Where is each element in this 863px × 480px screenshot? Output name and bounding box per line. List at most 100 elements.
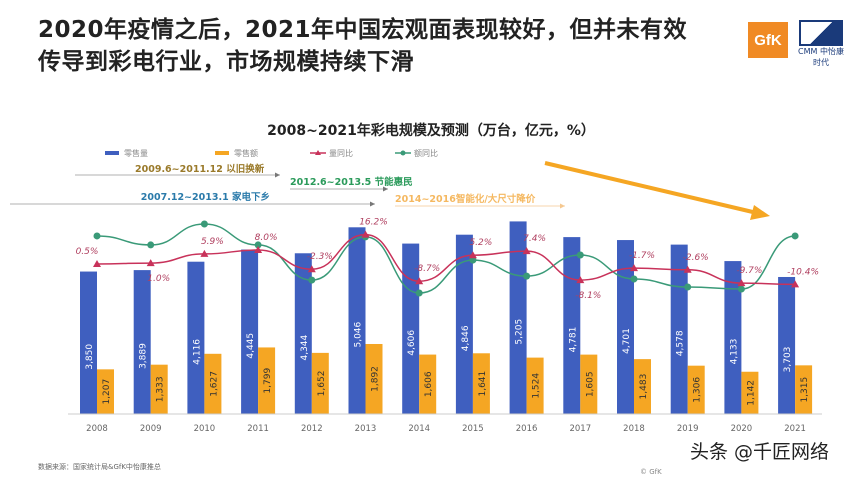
bar-value (687, 365, 705, 414)
slide-title-line1: 2020年疫情之后，2021年中国宏观面表现较好，但并未有效 (38, 17, 688, 43)
bar-volume (348, 227, 366, 414)
bar-value (258, 347, 276, 414)
point-volume-yoy (361, 230, 370, 238)
bar-volume (724, 261, 742, 414)
x-tick-label: 2019 (677, 424, 699, 434)
volume-yoy-label: 0.5% (76, 247, 99, 257)
point-volume-yoy (307, 265, 316, 273)
point-volume-yoy (630, 264, 638, 272)
point-volume-yoy (415, 277, 424, 285)
bar-value-label: 1,627 (209, 371, 219, 397)
volume-yoy-label: -2.3% (307, 252, 333, 262)
bar-value (97, 369, 114, 414)
trend-arrowhead-icon (750, 205, 770, 220)
x-tick-label: 2012 (301, 424, 323, 434)
bar-value (204, 353, 222, 414)
copyright: © GfK (640, 468, 662, 476)
volume-yoy-label: -1.7% (629, 251, 655, 261)
slide-title-line2: 传导到彩电行业，市场规模持续下滑 (38, 49, 414, 75)
volume-yoy-label: 5.9% (201, 237, 224, 247)
bar-volume-label: 4,846 (461, 325, 471, 351)
bar-value (365, 343, 383, 414)
x-tick-label: 2020 (731, 424, 753, 434)
bar-value-label: 1,524 (532, 373, 542, 399)
annotation-label: 2014~2016智能化/大尺寸降价 (395, 193, 536, 205)
point-value-yoy (576, 251, 584, 259)
volume-yoy-label: 1.0% (147, 274, 170, 284)
bar-volume (133, 270, 151, 414)
bar-volume (187, 261, 205, 414)
arrowhead-icon (560, 203, 565, 209)
bar-volume-label: 3,850 (85, 344, 95, 370)
legend-swatch (105, 151, 119, 155)
point-value-yoy (791, 232, 799, 240)
legend-triangle-icon (315, 150, 321, 155)
point-value-yoy (469, 256, 477, 264)
point-volume-yoy (468, 251, 477, 259)
volume-yoy-label: 5.2% (469, 238, 492, 248)
bar-value-label: 1,652 (317, 371, 327, 397)
bar-value-label: 1,207 (102, 379, 112, 405)
data-source: 数据来源：国家统计局&GfK中怡康推总 (38, 463, 161, 471)
bar-volume-label: 5,205 (515, 319, 525, 345)
point-volume-yoy (93, 260, 101, 267)
bar-volume-label: 4,445 (246, 333, 256, 359)
bar-value (634, 359, 651, 414)
x-tick-label: 2016 (516, 424, 538, 434)
bar-value-label: 1,605 (585, 371, 595, 397)
point-volume-yoy (522, 247, 531, 255)
point-value-yoy (147, 241, 155, 249)
bar-value (741, 371, 759, 414)
legend-label: 量同比 (329, 148, 353, 158)
legend-label: 额同比 (414, 148, 438, 158)
volume-yoy-label: -8.7% (414, 264, 440, 274)
gfk-logo: GfK (748, 22, 788, 58)
point-value-yoy (415, 289, 423, 297)
point-value-yoy (254, 241, 262, 249)
bar-volume-label: 3,889 (139, 343, 149, 369)
x-tick-label: 2014 (408, 424, 430, 434)
point-volume-yoy (683, 265, 692, 273)
volume-yoy-label: 7.4% (523, 234, 546, 244)
point-value-yoy (737, 285, 745, 293)
point-volume-yoy (254, 245, 263, 253)
x-tick-label: 2009 (140, 424, 162, 434)
x-tick-label: 2013 (355, 424, 377, 434)
bar-value-label: 1,606 (424, 371, 434, 397)
point-volume-yoy (200, 249, 209, 257)
bar-value-label: 1,483 (639, 374, 649, 400)
bar-value-label: 1,892 (371, 366, 381, 392)
legend-swatch (215, 151, 229, 155)
bar-volume-label: 4,344 (300, 334, 310, 360)
bar-volume-label: 4,116 (192, 339, 202, 365)
point-value-yoy (523, 272, 531, 280)
bar-value (526, 357, 544, 414)
point-volume-yoy (146, 259, 155, 267)
arrowhead-icon (383, 186, 388, 192)
legend-label: 零售额 (234, 148, 258, 158)
point-value-yoy (630, 275, 638, 283)
volume-yoy-label: -9.7% (736, 266, 762, 276)
x-tick-label: 2010 (194, 424, 216, 434)
bar-value (419, 354, 437, 414)
bar-volume (617, 240, 634, 414)
bar-value (795, 365, 813, 414)
bar-value-label: 1,306 (693, 377, 703, 403)
chart-title: 2008~2021年彩电规模及预测（万台，亿元，%） (267, 122, 595, 139)
bar-value (472, 353, 490, 414)
point-volume-yoy (576, 276, 585, 284)
volume-yoy-label: -2.6% (683, 253, 709, 263)
bar-value-label: 1,799 (263, 368, 273, 394)
volume-yoy-label: -8.1% (575, 291, 601, 301)
arrowhead-icon (370, 201, 375, 207)
bar-volume-label: 4,701 (622, 328, 632, 354)
bar-value (580, 354, 598, 414)
point-value-yoy (684, 283, 692, 291)
bar-value-label: 1,641 (478, 371, 488, 397)
bar-volume (80, 271, 97, 414)
annotation-label: 2007.12~2013.1 家电下乡 (141, 191, 270, 203)
trend-arrow (544, 161, 758, 215)
x-tick-label: 2011 (247, 424, 269, 434)
x-tick-label: 2015 (462, 424, 484, 434)
annotation-label: 2009.6~2011.12 以旧换新 (135, 163, 265, 175)
